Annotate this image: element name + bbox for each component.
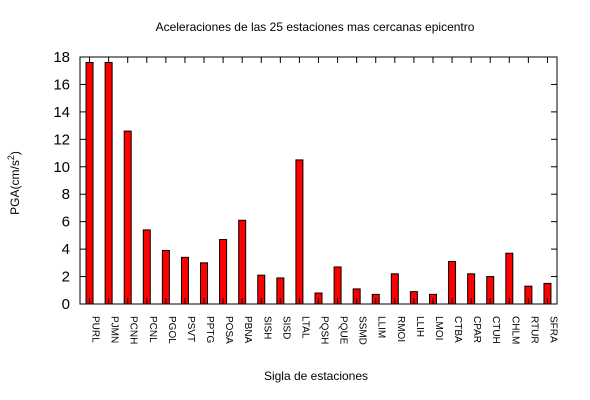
x-tick-label: PQSH (319, 316, 330, 344)
x-tick-label: SSMD (357, 316, 368, 345)
x-tick-label: LTAL (299, 316, 310, 339)
x-tick-label: SISH (261, 316, 272, 339)
x-tick-label: SFRA (547, 316, 558, 343)
chart-title: Aceleraciones de las 25 estaciones mas c… (156, 20, 475, 34)
bar-ltal (295, 159, 304, 305)
x-tick-label: PCNH (128, 316, 139, 344)
x-tick-label: SISD (280, 316, 291, 339)
x-tick-label: POSA (223, 316, 234, 344)
bar-pjmn (104, 61, 113, 305)
y-axis-label-base: PGA(cm/s (8, 160, 22, 215)
y-tick-label: 16 (53, 76, 70, 93)
bar-purl (85, 61, 94, 305)
x-tick-label: LMOI (433, 316, 444, 340)
y-tick-label: 2 (62, 269, 70, 286)
y-tick-label: 4 (62, 241, 70, 258)
y-axis-label-exponent: 2 (6, 155, 16, 160)
y-axis-label-close: ) (8, 151, 22, 155)
bar-pbna (238, 219, 247, 305)
x-tick-label: CTUH (490, 316, 501, 344)
x-tick-label: LLIH (414, 316, 425, 337)
x-tick-label: CPAR (471, 316, 482, 343)
x-tick-label: PSVT (185, 316, 196, 342)
bar-psvt (180, 256, 189, 305)
x-tick-label: CTBA (452, 316, 463, 343)
x-tick-label: PQUE (338, 316, 349, 345)
y-tick-label: 0 (62, 296, 70, 313)
bar-pgol (161, 249, 170, 305)
x-tick-label: PJMN (109, 316, 120, 343)
bar-pcnh (123, 130, 132, 305)
x-tick-label: RMOI (395, 316, 406, 342)
plot-area: 0 2 4 6 8 10 12 14 16 18 PURL PJMN PCNH PCNL PGOL PSVT P… (53, 49, 558, 345)
x-tick-label: PCNL (147, 316, 158, 343)
x-tick-label: PBNA (242, 316, 253, 344)
y-tick-label: 10 (53, 159, 70, 176)
plot-frame (79, 56, 558, 305)
x-tick-label: PPTG (204, 316, 215, 343)
x-tick-label: CHLM (509, 316, 520, 344)
y-tick-label: 12 (53, 131, 70, 148)
x-axis-label: Sigla de estaciones (264, 369, 368, 383)
bar-posa (219, 239, 228, 305)
y-tick-label: 6 (62, 214, 70, 231)
y-tick-label: 18 (53, 49, 70, 66)
y-axis-label: PGA(cm/s2) (6, 151, 22, 215)
x-tick-label: PGOL (166, 316, 177, 344)
bar-ctba (448, 260, 457, 305)
x-tick-label: RTUR (528, 316, 539, 344)
y-tick-label: 14 (53, 104, 70, 121)
x-tick-label: PURL (90, 316, 101, 343)
x-tick-label: LLIM (376, 316, 387, 338)
bar-pptg (200, 262, 209, 305)
bar-chlm (505, 252, 514, 305)
bar-pcnl (142, 229, 151, 305)
y-tick-label: 8 (62, 186, 70, 203)
